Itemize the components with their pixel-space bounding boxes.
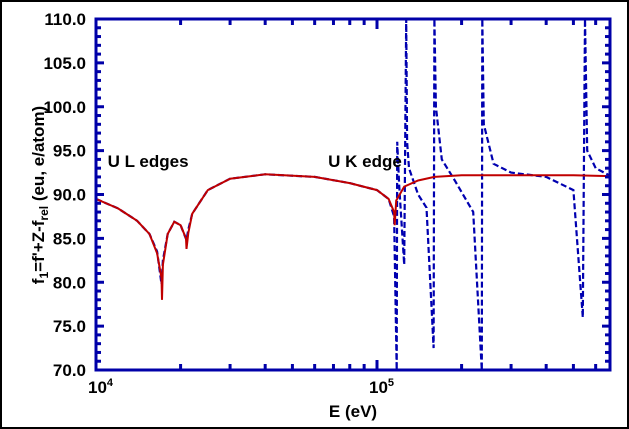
y-tick-label: 85.0 xyxy=(53,229,86,248)
y-tick-label: 105.0 xyxy=(43,54,86,73)
annotation-l-edges: U L edges xyxy=(108,152,189,171)
y-axis-title: f1=f'+Z-frel (eu, e/atom) xyxy=(29,106,51,284)
y-tick-label: 75.0 xyxy=(53,317,86,336)
series-layer xyxy=(96,19,610,370)
series-solid-red xyxy=(96,173,610,300)
y-tick-label: 90.0 xyxy=(53,186,86,205)
y-tick-label: 80.0 xyxy=(53,273,86,292)
y-tick-label: 95.0 xyxy=(53,142,86,161)
x-tick-label: 105 xyxy=(369,377,394,397)
annotation-k-edge: U K edge xyxy=(328,152,402,171)
x-axis-title: E (eV) xyxy=(329,402,377,421)
y-tick-label: 110.0 xyxy=(44,10,86,29)
plot-border xyxy=(94,17,612,372)
series-dashed-blue xyxy=(96,19,610,370)
x-tick-label: 104 xyxy=(88,377,114,397)
y-tick-label: 70.0 xyxy=(53,361,86,380)
tick-labels: 70.0 75.0 80.0 85.0 90.0 95.0 100.0 105.0 110.0 1… xyxy=(43,10,394,397)
axes xyxy=(94,17,612,372)
y-tick-label: 100.0 xyxy=(43,98,86,117)
